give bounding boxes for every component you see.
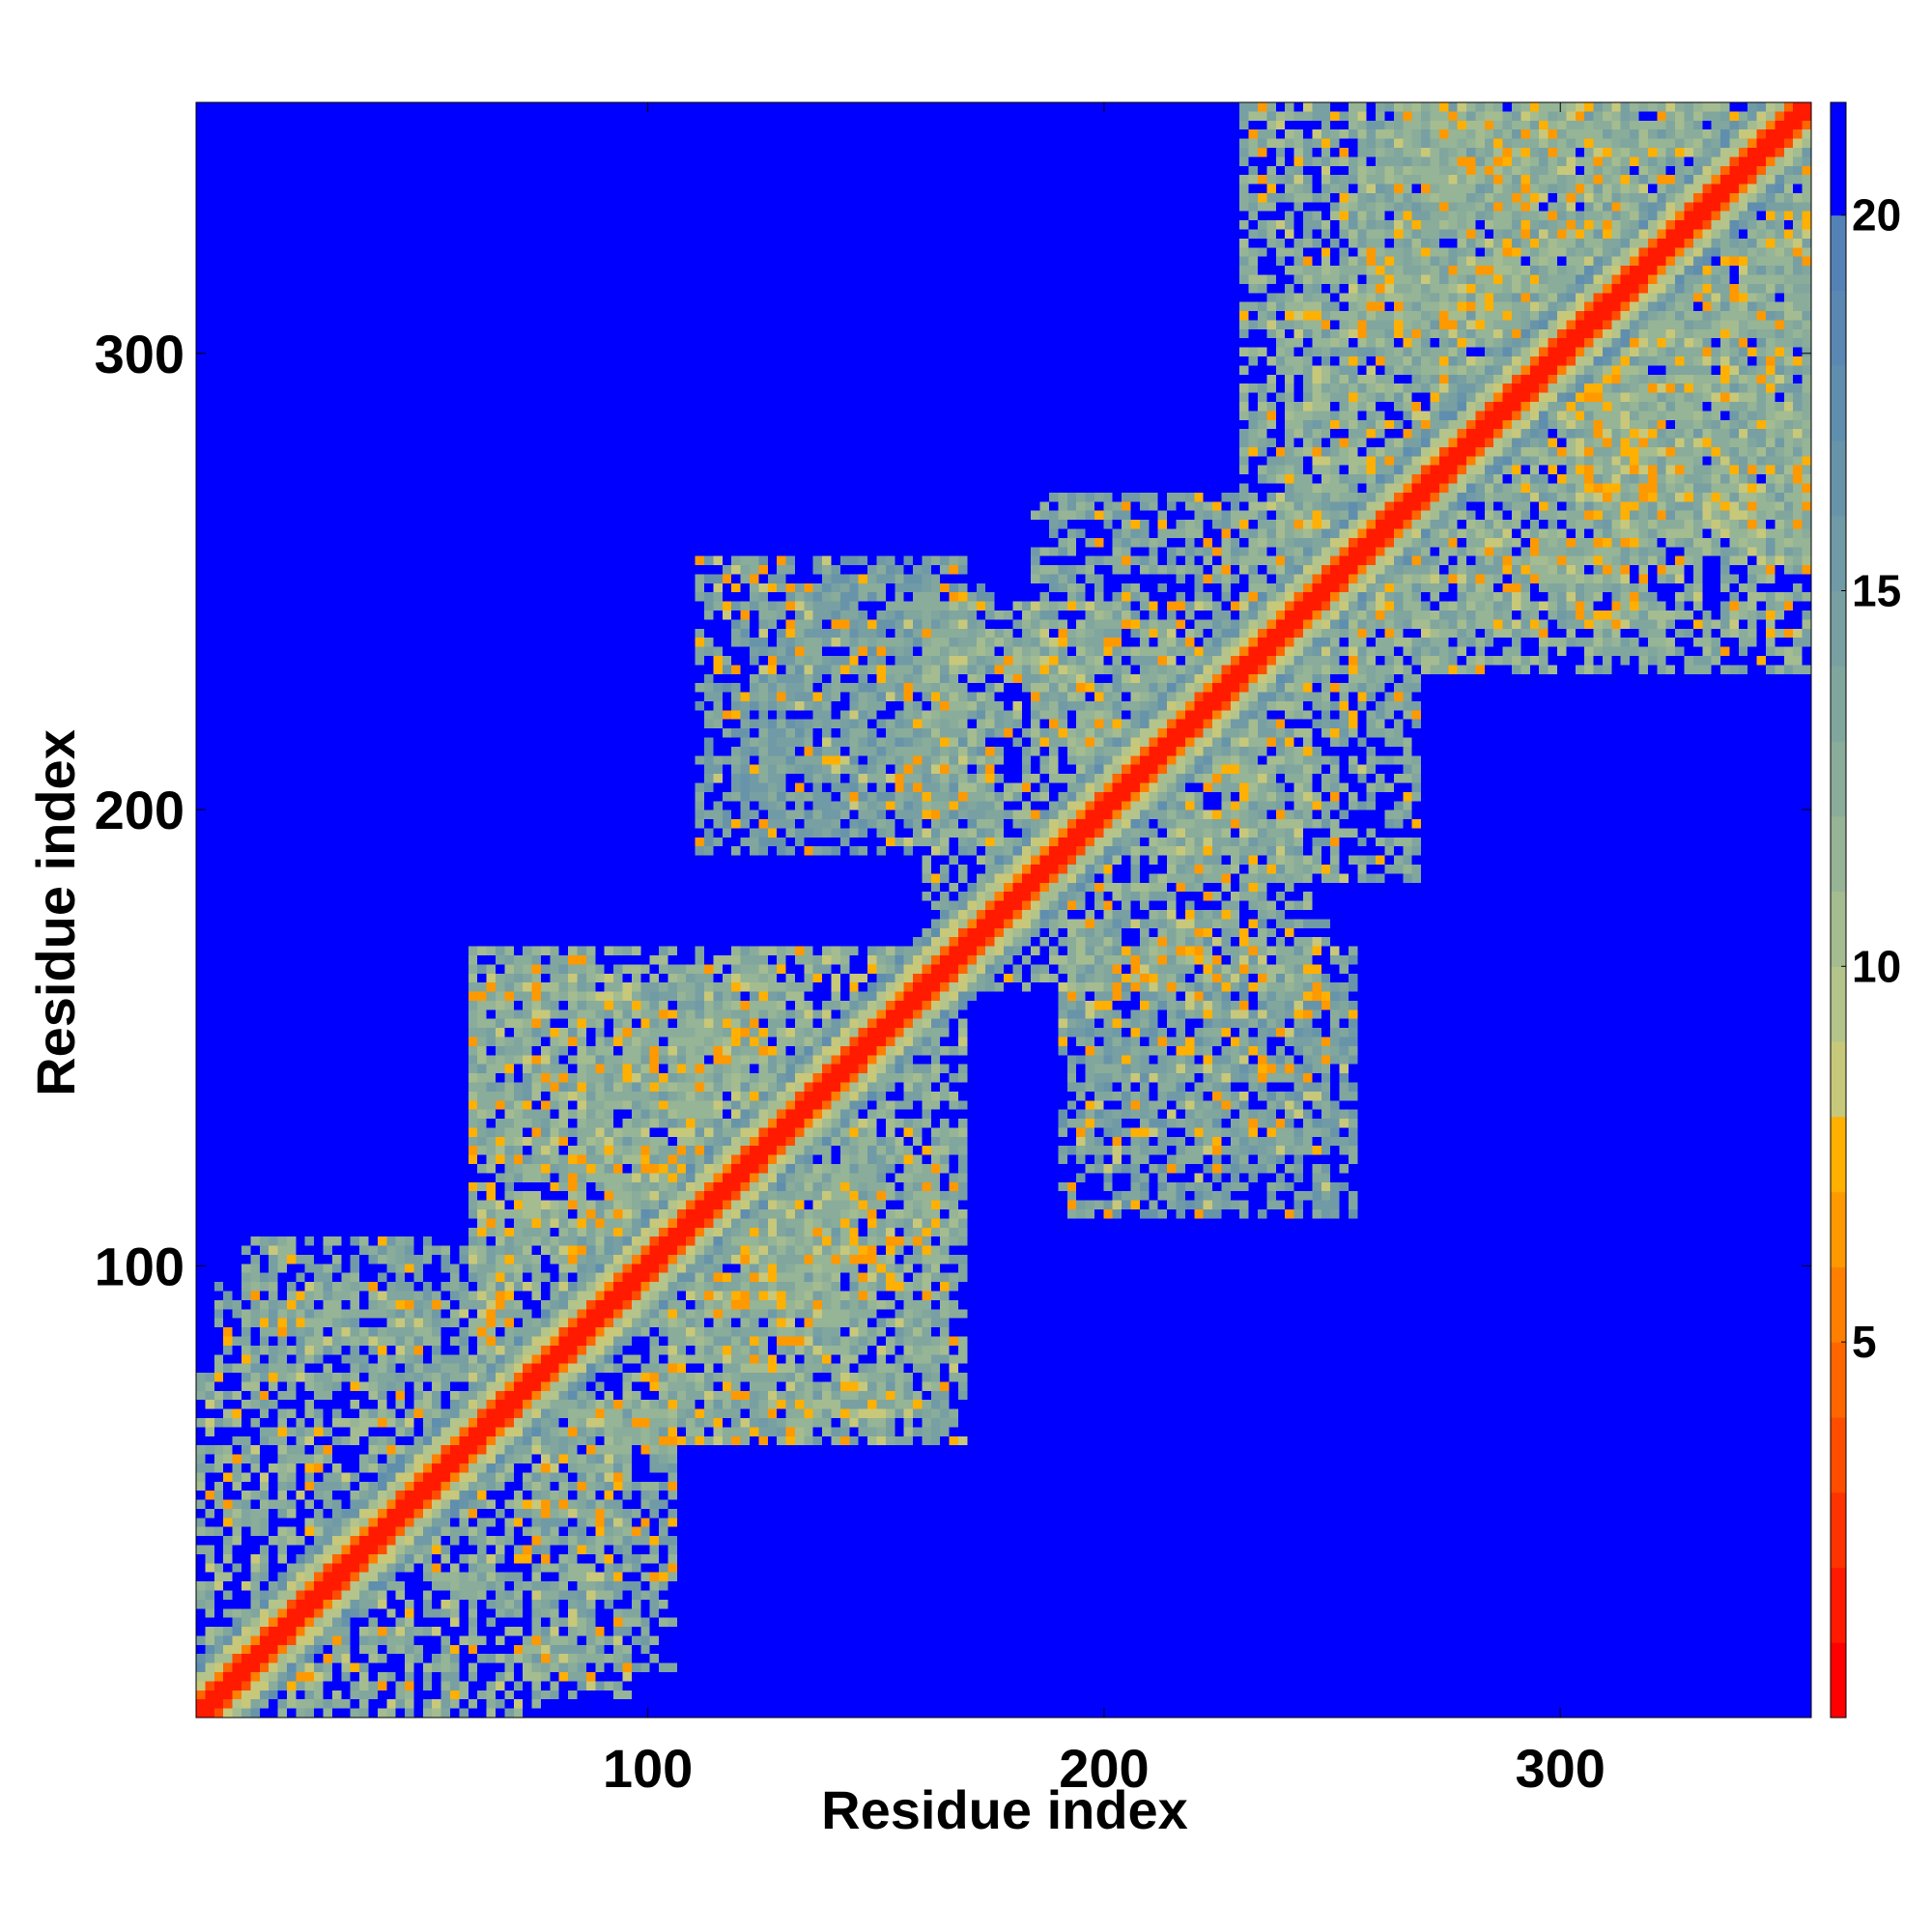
colorbar-band	[1831, 666, 1846, 742]
colorbar-band	[1831, 1567, 1846, 1643]
colorbar-band	[1831, 1041, 1846, 1118]
colorbar-band	[1831, 1642, 1846, 1719]
colorbar-band	[1831, 741, 1846, 817]
y-axis-title: Residue index	[25, 729, 86, 1096]
colorbar-band	[1831, 815, 1846, 893]
colorbar-tick-label: 10	[1852, 941, 1901, 991]
y-axis: 100 200 300	[95, 324, 1811, 1296]
colorbar-tick-label: 15	[1852, 565, 1901, 615]
colorbar-border	[1830, 101, 1847, 1719]
colorbar-band	[1831, 214, 1846, 291]
colorbar-tick-label: 5	[1852, 1317, 1877, 1367]
colorbar-band	[1831, 1191, 1846, 1267]
plot-frame	[195, 101, 1812, 1719]
heatmap-raster	[196, 102, 1811, 1718]
colorbar-band	[1831, 1266, 1846, 1343]
x-tick-label: 200	[1059, 1738, 1149, 1799]
colorbar-band	[1831, 290, 1846, 366]
colorbar-band	[1831, 1342, 1846, 1418]
colorbar: 5 10 15 20	[1830, 101, 1901, 1719]
colorbar-band	[1831, 515, 1846, 591]
x-axis: 100 200 300	[603, 102, 1605, 1799]
y-tick-label: 100	[95, 1236, 185, 1296]
x-tick-label: 300	[1516, 1738, 1605, 1799]
plot-border	[195, 101, 1812, 1719]
colorbar-band	[1831, 966, 1846, 1042]
colorbar-band	[1831, 440, 1846, 517]
colorbar-band	[1831, 891, 1846, 967]
colorbar-tick-label: 20	[1852, 190, 1901, 241]
colorbar-band	[1831, 102, 1846, 216]
colorbar-band	[1831, 1116, 1846, 1193]
heatmap-plot-area	[196, 102, 1811, 1718]
colorbar-band	[1831, 590, 1846, 667]
colorbar-band	[1831, 1416, 1846, 1493]
y-tick-label: 200	[95, 780, 185, 840]
x-tick-label: 100	[603, 1738, 693, 1799]
colorbar-band	[1831, 1492, 1846, 1568]
y-tick-label: 300	[95, 324, 185, 384]
x-axis-title: Residue index	[821, 1779, 1188, 1840]
colorbar-band	[1831, 365, 1846, 441]
